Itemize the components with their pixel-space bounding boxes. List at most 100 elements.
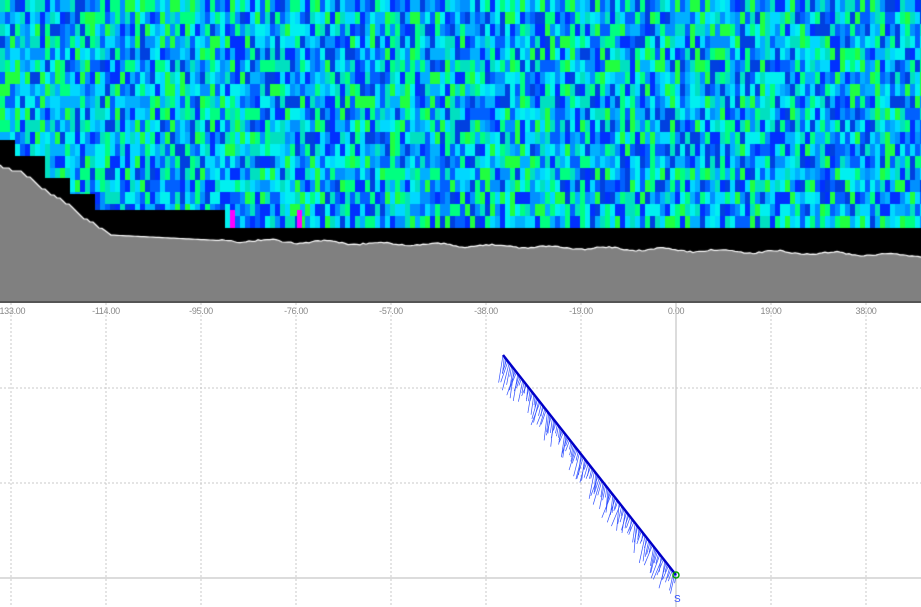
velocity-vector [633, 524, 637, 553]
velocity-vector [575, 455, 583, 480]
velocity-vector [498, 354, 504, 383]
velocity-vector [518, 380, 524, 402]
velocity-vector [650, 546, 655, 567]
velocity-vector [667, 570, 673, 582]
velocity-vector [602, 485, 606, 501]
velocity-vector [538, 403, 542, 416]
velocity-vector [531, 398, 538, 420]
start-point [672, 571, 680, 579]
velocity-vector [500, 361, 509, 383]
velocity-vector [521, 381, 525, 394]
velocity-vector [592, 479, 601, 505]
velocity-vector [637, 527, 640, 540]
velocity-vector [656, 559, 664, 576]
velocity-vector [636, 530, 642, 545]
velocity-vector [568, 447, 577, 471]
velocity-vector [539, 408, 546, 427]
velocity-vector [599, 483, 605, 510]
velocity-vector [628, 521, 635, 535]
velocity-vector [562, 435, 567, 458]
panel-separator [0, 301, 921, 303]
velocity-vector [632, 523, 636, 543]
velocity-vector [617, 505, 622, 524]
velocity-vector [558, 427, 561, 438]
velocity-vector [638, 535, 646, 564]
velocity-vector [662, 565, 669, 580]
velocity-vector [540, 405, 543, 417]
velocity-vector [509, 365, 512, 377]
velocity-vector [605, 488, 609, 509]
velocity-vector [605, 486, 608, 498]
velocity-vector [521, 384, 527, 397]
velocity-vector [594, 477, 600, 493]
velocity-vector [556, 425, 559, 437]
velocity-vector [509, 367, 514, 391]
velocity-vector [506, 370, 516, 396]
velocity-vector [516, 376, 521, 388]
velocity-vector [605, 490, 610, 513]
plan-view-track: S [0, 303, 921, 607]
velocity-vector [650, 554, 661, 579]
plan-grid [0, 303, 921, 607]
velocity-vector [650, 549, 657, 573]
velocity-vector [546, 413, 550, 433]
velocity-vector [570, 444, 574, 457]
velocity-vector [502, 362, 510, 391]
velocity-profile-heatmap [0, 0, 921, 303]
velocity-vector [593, 472, 597, 495]
velocity-vector [653, 551, 658, 564]
velocity-vector [616, 502, 620, 531]
velocity-vector [543, 411, 548, 441]
velocity-vector [559, 431, 564, 443]
velocity-vector [597, 480, 603, 496]
axis-tick-label: -133.00 [0, 306, 26, 316]
velocity-vector [533, 400, 540, 423]
velocity-vector [571, 449, 578, 464]
velocity-vector [550, 417, 553, 433]
velocity-vector [588, 471, 595, 499]
velocity-vector [540, 409, 547, 425]
velocity-vector [550, 419, 555, 447]
velocity-vector [626, 519, 634, 534]
velocity-vector [665, 567, 671, 583]
velocity-vector [587, 464, 590, 476]
velocity-vector [565, 439, 571, 452]
velocity-vector [646, 541, 651, 555]
velocity-vector [594, 474, 598, 489]
velocity-vector [667, 568, 672, 579]
velocity-vector [570, 446, 576, 462]
velocity-vector [536, 406, 545, 425]
velocity-vector [530, 394, 535, 415]
velocity-vector [509, 369, 515, 399]
velocity-vector [643, 545, 653, 566]
velocity-vector [575, 450, 579, 461]
velocity-vector [526, 386, 529, 402]
velocity-vector [658, 556, 662, 572]
velocity-vector [629, 518, 632, 531]
velocity-vector [573, 452, 580, 477]
velocity-vector [502, 356, 505, 374]
velocity-vector [644, 540, 650, 557]
velocity-vector [626, 516, 631, 528]
velocity-vector [547, 414, 551, 434]
velocity-vector [619, 508, 625, 523]
velocity-vector [583, 463, 589, 478]
velocity-vector [506, 364, 511, 385]
velocity-vector [527, 391, 532, 414]
ship-track [502, 354, 677, 576]
velocity-vector [561, 433, 566, 458]
velocity-vector [558, 428, 562, 445]
velocity-vector [621, 510, 626, 534]
velocity-vector [610, 494, 614, 516]
velocity-vector [576, 457, 584, 479]
velocity-vector [528, 389, 531, 402]
velocity-vectors [498, 354, 677, 594]
velocity-vector [578, 453, 582, 475]
velocity-vector [649, 548, 656, 574]
velocity-vector [600, 482, 604, 498]
velocity-vector [512, 373, 519, 401]
velocity-vector [589, 468, 593, 479]
start-label: S [674, 594, 681, 605]
velocity-vector [581, 458, 585, 481]
velocity-vector [642, 537, 647, 562]
